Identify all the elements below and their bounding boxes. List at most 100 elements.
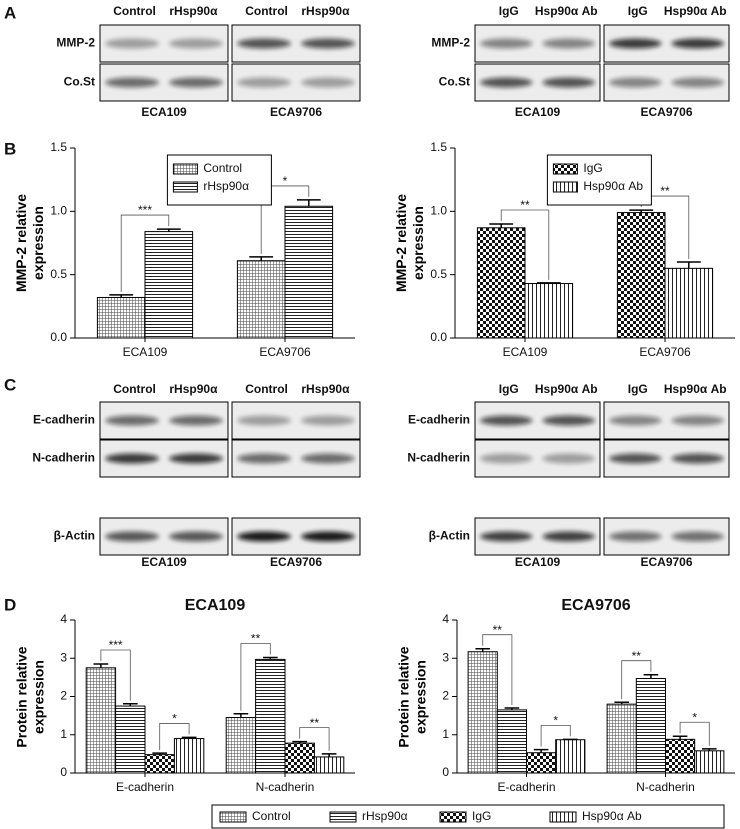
blot-lane-label: Hsp90α Ab xyxy=(664,4,727,18)
significance-label: *** xyxy=(109,638,123,652)
significance-bracket xyxy=(540,724,571,747)
blot-row-label: MMP-2 xyxy=(431,36,470,50)
blot-row-label: E-cadherin xyxy=(408,413,470,427)
blot-band xyxy=(671,77,724,88)
bar xyxy=(144,231,194,339)
y-axis-label: MMP-2 relative expression xyxy=(393,193,426,293)
panel-label: D xyxy=(4,595,16,614)
significance-label: * xyxy=(172,712,177,726)
bar xyxy=(694,750,725,774)
panel-label: A xyxy=(4,3,16,22)
blot-band xyxy=(105,77,159,88)
blot-band xyxy=(609,531,662,542)
error-bar xyxy=(93,663,109,668)
chart-title: ECA9706 xyxy=(561,597,630,614)
blot-row-label: β-Actin xyxy=(429,529,470,543)
y-tick-label: 3 xyxy=(60,650,67,664)
blot-row-label: β-Actin xyxy=(54,529,95,543)
blot-band xyxy=(480,77,533,88)
y-axis-label: MMP-2 relative expression xyxy=(13,193,46,293)
panel-label: B xyxy=(4,139,16,158)
blot-band xyxy=(609,415,662,426)
blot-band xyxy=(480,415,533,426)
y-tick-label: 2 xyxy=(442,689,449,703)
y-tick-label: 1.0 xyxy=(430,204,447,218)
blot-lane-label: Control xyxy=(113,4,156,18)
error-bar xyxy=(489,223,514,228)
significance-bracket xyxy=(621,660,652,700)
error-bar xyxy=(643,673,659,679)
y-tick-label: 4 xyxy=(60,612,67,626)
blot-band xyxy=(169,453,223,464)
significance-label: ** xyxy=(493,623,503,637)
legend-swatch xyxy=(439,811,467,823)
bar xyxy=(173,738,205,774)
legend-label: Hsp90α Ab xyxy=(583,179,643,193)
significance-label: ** xyxy=(632,649,642,663)
bar xyxy=(255,658,286,774)
bar xyxy=(284,742,315,774)
blot-band xyxy=(480,38,533,49)
bar xyxy=(606,703,637,774)
blot-band xyxy=(671,453,724,464)
bar xyxy=(635,678,666,774)
x-tick-label: ECA9706 xyxy=(639,345,691,359)
error-bar xyxy=(536,282,561,284)
legend-label: Hsp90α Ab xyxy=(582,809,642,823)
blot-lane-label: IgG xyxy=(499,382,519,396)
bar xyxy=(313,756,345,774)
blot-band xyxy=(609,38,662,49)
legend-label: IgG xyxy=(472,809,491,823)
error-bar xyxy=(321,753,337,757)
legend-swatch xyxy=(329,811,357,823)
legend-swatch xyxy=(172,181,198,193)
error-bar xyxy=(152,752,168,755)
bar xyxy=(115,705,146,774)
blot-band xyxy=(237,415,291,426)
y-tick-label: 0.5 xyxy=(50,267,67,281)
bar xyxy=(225,717,257,774)
blot-row-label: Co.St xyxy=(439,75,470,89)
blot-lane-label: rHsp90α xyxy=(301,4,350,18)
error-bar xyxy=(533,748,549,753)
blot-group-label: ECA9706 xyxy=(640,105,692,119)
blot-group-label: ECA9706 xyxy=(270,105,322,119)
blot-band xyxy=(169,531,223,542)
blot-group-label: ECA109 xyxy=(515,555,561,569)
blot-band xyxy=(542,77,595,88)
error-bar xyxy=(181,736,197,739)
blot-group-label: ECA9706 xyxy=(640,555,692,569)
error-bar xyxy=(475,647,491,652)
bar xyxy=(664,267,714,339)
significance-bracket xyxy=(159,723,190,751)
significance-bracket xyxy=(240,643,271,711)
blot-lane-label: Hsp90α Ab xyxy=(535,382,598,396)
blot-lane-label: Control xyxy=(245,382,288,396)
significance-label: ** xyxy=(660,184,670,198)
significance-label: * xyxy=(283,174,288,188)
y-tick-label: 0 xyxy=(442,765,449,779)
error-bar xyxy=(249,256,274,261)
x-tick-label: ECA109 xyxy=(503,345,548,359)
x-tick-label: ECA109 xyxy=(123,345,168,359)
bar xyxy=(616,212,666,339)
y-axis-label: Protein relative expression xyxy=(395,645,428,748)
significance-label: ** xyxy=(520,198,530,212)
blot-lane-label: Control xyxy=(113,382,156,396)
significance-label: * xyxy=(692,710,697,724)
blot-band xyxy=(237,77,291,88)
chart-title: ECA109 xyxy=(185,597,246,614)
error-bar xyxy=(296,199,321,207)
blot-band xyxy=(542,531,595,542)
y-tick-label: 1.5 xyxy=(430,140,447,154)
blot-lane-label: IgG xyxy=(628,382,648,396)
x-tick-label: E-cadherin xyxy=(116,780,174,794)
blot-group-label: ECA109 xyxy=(515,105,561,119)
blot-lane-label: IgG xyxy=(628,4,648,18)
x-tick-label: E-cadherin xyxy=(497,780,555,794)
error-bar xyxy=(122,703,138,707)
significance-label: ** xyxy=(310,716,320,730)
blot-band xyxy=(480,453,533,464)
bar xyxy=(555,739,586,774)
